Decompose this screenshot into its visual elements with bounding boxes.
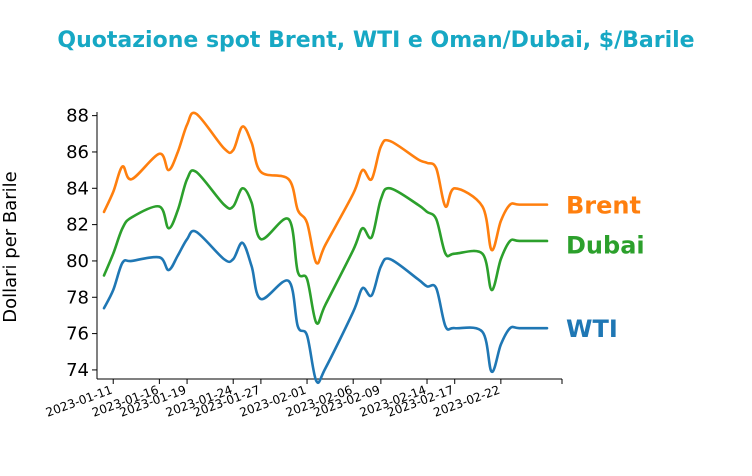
y-axis-label: Dollari per Barile (0, 171, 21, 323)
y-tick-label: 84 (66, 178, 89, 199)
chart-title: Quotazione spot Brent, WTI e Oman/Dubai,… (57, 28, 694, 53)
series-labels: Brent Dubai WTI (566, 192, 645, 344)
y-tick-label: 74 (66, 360, 89, 381)
y-tick-label: 88 (66, 106, 89, 127)
y-tick-label: 80 (66, 251, 89, 272)
y-tick-label: 78 (66, 287, 89, 308)
y-tick-label: 82 (66, 215, 89, 236)
y-tick-label: 76 (66, 324, 89, 345)
series-line-wti (102, 229, 549, 385)
series-line-dubai (102, 169, 549, 325)
y-tick-label: 86 (66, 142, 89, 163)
series-line-brent (102, 111, 549, 265)
series-label-wti: WTI (566, 315, 618, 343)
series-label-brent: Brent (566, 192, 641, 220)
series-lines (102, 111, 549, 385)
series-label-dubai: Dubai (566, 232, 645, 260)
